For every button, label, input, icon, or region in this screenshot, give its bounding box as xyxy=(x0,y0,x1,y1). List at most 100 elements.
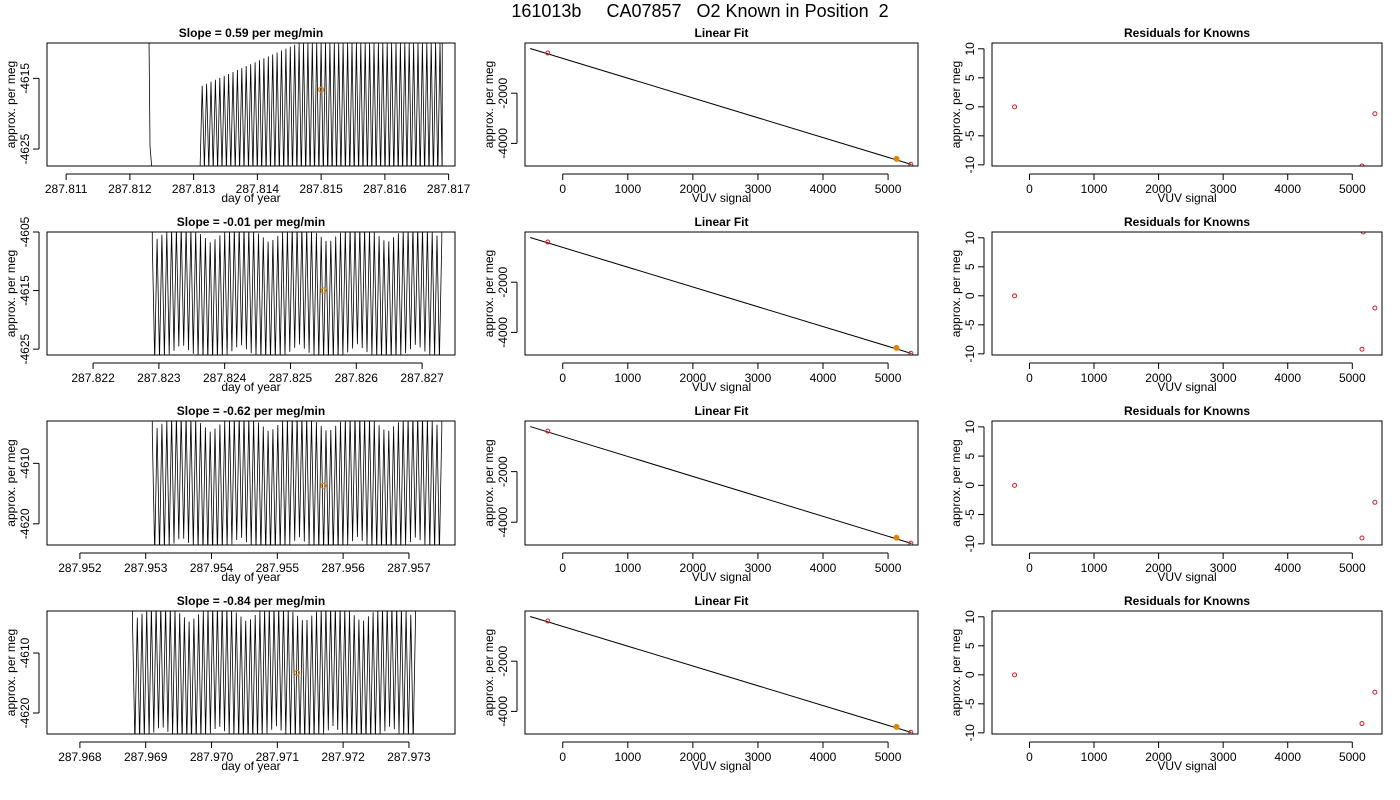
x-tick-label: 287.969 xyxy=(124,750,168,764)
x-tick-label: 287.957 xyxy=(387,561,431,575)
plot-area xyxy=(151,421,443,545)
y-tick-label: 10 xyxy=(963,42,977,56)
highlight-point xyxy=(318,86,325,93)
x-tick-label: 5000 xyxy=(875,561,902,575)
y-tick-label: -2000 xyxy=(496,78,510,109)
highlight-point xyxy=(320,482,327,489)
y-axis-label: approx. per meg xyxy=(482,629,496,716)
plot-area xyxy=(530,616,914,734)
panel-title: Residuals for Knowns xyxy=(1124,404,1250,418)
panel-residuals: Residuals for Knowns 0 1000 2000 3000 4000 500… xyxy=(949,404,1383,584)
x-tick-label: 1000 xyxy=(1081,182,1108,196)
panel-title: Residuals for Knowns xyxy=(1124,594,1250,608)
panel-linear_fit: Linear Fit 0 1000 2000 3000 4000 5000 -2000 -400… xyxy=(482,215,919,394)
x-tick-label: 3000 xyxy=(1210,182,1237,196)
x-tick-label: 3000 xyxy=(745,182,772,196)
x-tick-label: 2000 xyxy=(1145,371,1172,385)
x-tick-label: 5000 xyxy=(1339,561,1366,575)
x-tick-label: 0 xyxy=(1026,750,1033,764)
plot-frame xyxy=(991,420,1383,546)
x-tick-label: 2000 xyxy=(680,561,707,575)
x-axis-label: VUV signal xyxy=(692,191,751,205)
x-tick-label: 4000 xyxy=(1274,182,1301,196)
x-tick-label: 4000 xyxy=(1274,561,1301,575)
y-tick-label: -4000 xyxy=(496,317,510,348)
panel-timeseries: Slope = -0.62 per meg/min 287.952 287.953 2… xyxy=(4,404,456,584)
fit-line xyxy=(530,237,912,354)
x-axis-label: VUV signal xyxy=(692,570,751,584)
data-point xyxy=(545,618,551,624)
x-tick-label: 4000 xyxy=(1274,750,1301,764)
highlight-point xyxy=(293,669,301,676)
highlight-point xyxy=(893,534,900,541)
y-tick-label: -2000 xyxy=(496,646,510,677)
plot-area xyxy=(148,43,443,166)
x-tick-label: 287.826 xyxy=(335,371,379,385)
y-tick-label: -4000 xyxy=(496,507,510,538)
x-tick-label: 1000 xyxy=(1081,371,1108,385)
panel-linear_fit: Linear Fit 0 1000 2000 3000 4000 5000 -2000 -400… xyxy=(482,594,919,773)
y-tick-label: -4610 xyxy=(18,448,32,479)
x-tick-label: 3000 xyxy=(1210,750,1237,764)
plot-frame xyxy=(991,610,1383,735)
x-tick-label: 0 xyxy=(1026,182,1033,196)
x-tick-label: 287.956 xyxy=(321,561,365,575)
x-tick-label: 1000 xyxy=(614,182,641,196)
y-tick-label: 0 xyxy=(963,103,977,110)
y-axis-label: approx. per meg xyxy=(482,61,496,148)
x-axis-label: VUV signal xyxy=(1157,570,1216,584)
plot-frame xyxy=(46,610,456,735)
x-axis-label: day of year xyxy=(221,570,280,584)
fit-line xyxy=(530,48,912,165)
x-tick-label: 3000 xyxy=(745,561,772,575)
plot-frame xyxy=(46,42,456,167)
y-tick-label: -4625 xyxy=(18,333,32,364)
plot-area xyxy=(151,232,443,355)
plot-frame xyxy=(524,420,919,546)
plot-frame xyxy=(46,420,456,546)
data-point xyxy=(1359,721,1365,727)
data-point xyxy=(545,428,551,434)
y-axis-label: approx. per meg xyxy=(949,250,963,337)
y-tick-label: 0 xyxy=(963,671,977,678)
fit-line xyxy=(530,616,912,733)
x-tick-label: 287.971 xyxy=(256,750,300,764)
y-tick-label: 10 xyxy=(963,231,977,245)
highlight-point xyxy=(893,344,900,351)
plot-area xyxy=(530,426,914,545)
x-tick-label: 2000 xyxy=(680,750,707,764)
x-tick-label: 287.968 xyxy=(58,750,102,764)
data-point xyxy=(908,729,914,734)
data-point xyxy=(545,50,551,56)
y-tick-label: -10 xyxy=(963,345,977,363)
y-tick-label: 5 xyxy=(963,263,977,270)
panel-title: Linear Fit xyxy=(694,26,748,40)
x-tick-label: 5000 xyxy=(1339,750,1366,764)
panel-title: Linear Fit xyxy=(694,594,748,608)
panel-residuals: Residuals for Knowns 0 1000 2000 3000 4000 500… xyxy=(949,26,1383,205)
panel-residuals: Residuals for Knowns 0 1000 2000 3000 4000 500… xyxy=(949,594,1383,773)
highlight-point xyxy=(320,287,327,294)
x-axis-label: VUV signal xyxy=(692,380,751,394)
x-tick-label: 2000 xyxy=(680,371,707,385)
data-point xyxy=(545,239,551,245)
series-line xyxy=(132,611,416,734)
x-tick-label: 1000 xyxy=(1081,561,1108,575)
y-tick-label: -4000 xyxy=(496,696,510,727)
data-point xyxy=(908,540,914,545)
plot-frame xyxy=(991,42,1383,167)
x-tick-label: 3000 xyxy=(1210,561,1237,575)
y-tick-label: 10 xyxy=(963,610,977,624)
y-tick-label: -4000 xyxy=(496,128,510,159)
y-tick-label: -4610 xyxy=(18,637,32,668)
panel-title: Residuals for Knowns xyxy=(1124,215,1250,229)
panel-linear_fit: Linear Fit 0 1000 2000 3000 4000 5000 -2000 -400… xyxy=(482,404,919,584)
x-tick-label: 287.955 xyxy=(256,561,300,575)
series-line xyxy=(148,43,443,166)
x-tick-label: 287.816 xyxy=(363,182,407,196)
panel-title: Slope = -0.84 per meg/min xyxy=(177,594,325,608)
y-tick-label: 10 xyxy=(963,420,977,434)
data-point xyxy=(1012,482,1018,488)
data-point xyxy=(1359,163,1365,166)
